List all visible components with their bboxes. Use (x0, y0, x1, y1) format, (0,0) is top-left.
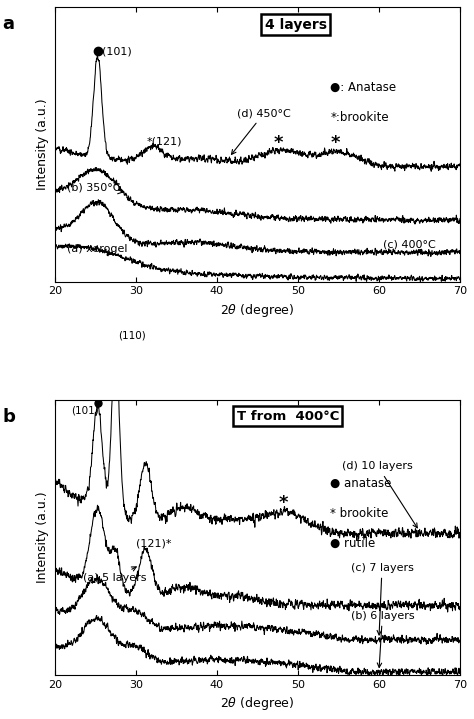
Text: (b) 350°C: (b) 350°C (67, 183, 123, 193)
Text: 4 layers: 4 layers (265, 18, 327, 32)
Text: (d) 450°C: (d) 450°C (231, 109, 291, 155)
Text: a: a (2, 15, 14, 33)
Text: (110): (110) (118, 331, 146, 341)
Text: (d) 10 layers: (d) 10 layers (342, 462, 417, 528)
Text: (c) 400°C: (c) 400°C (383, 239, 436, 249)
Text: *: * (273, 134, 283, 152)
Text: (101): (101) (71, 406, 99, 415)
Text: *: * (279, 495, 288, 513)
Text: (a) xerogel: (a) xerogel (67, 244, 128, 255)
Text: T from  400°C: T from 400°C (237, 410, 339, 423)
Text: (a) 5 layers: (a) 5 layers (83, 567, 146, 583)
X-axis label: 2$\theta$ (degree): 2$\theta$ (degree) (220, 302, 294, 319)
Text: (c) 7 layers: (c) 7 layers (351, 563, 413, 635)
Text: *:brookite: *:brookite (330, 111, 389, 124)
X-axis label: 2$\theta$ (degree): 2$\theta$ (degree) (220, 695, 294, 712)
Text: * brookite: * brookite (330, 507, 389, 520)
Text: (b) 6 layers: (b) 6 layers (351, 610, 414, 667)
Text: ● rutile: ● rutile (330, 537, 375, 550)
Text: ● anatase: ● anatase (330, 477, 392, 490)
Y-axis label: Intensity (a.u.): Intensity (a.u.) (36, 492, 49, 583)
Text: (121)*: (121)* (136, 539, 171, 549)
Text: *: * (330, 134, 340, 152)
Text: (101): (101) (102, 47, 131, 57)
Text: ●: Anatase: ●: Anatase (330, 81, 396, 94)
Y-axis label: Intensity (a.u.): Intensity (a.u.) (36, 99, 49, 190)
Text: *(121): *(121) (146, 136, 182, 146)
Text: b: b (2, 408, 15, 426)
